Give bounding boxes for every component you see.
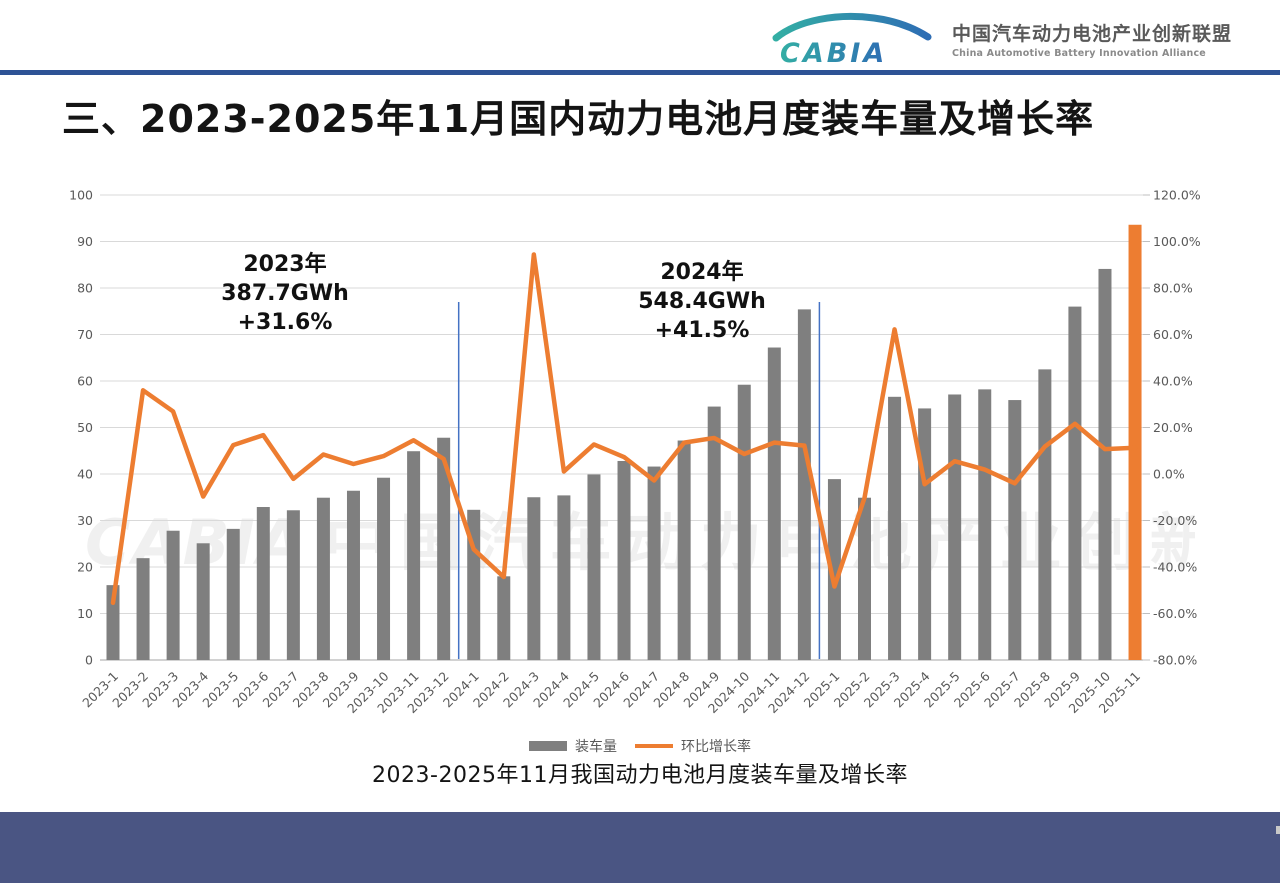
logo-wordmark: CABIA: [780, 38, 887, 68]
bar: [827, 479, 841, 660]
left-axis-tick-label: 20: [77, 560, 93, 575]
bar: [316, 497, 330, 660]
annotation-2023: 2023年 387.7GWh +31.6%: [195, 250, 375, 337]
bar: [437, 437, 451, 660]
brand-text: 中国汽车动力电池产业创新联盟 China Automotive Battery …: [952, 19, 1232, 59]
bar: [1038, 369, 1052, 660]
bar: [497, 576, 511, 660]
legend-bar-label: 装车量: [575, 739, 617, 755]
bar: [407, 451, 421, 660]
annotation-growth: +41.5%: [654, 318, 750, 343]
right-axis-tick-label: -80.0%: [1153, 653, 1197, 668]
bar: [106, 585, 120, 660]
org-name-en: China Automotive Battery Innovation Alli…: [951, 48, 1206, 59]
bar: [647, 466, 661, 660]
bar: [978, 389, 992, 660]
bar: [767, 347, 781, 660]
bar: [527, 497, 541, 660]
legend-line-label: 环比增长率: [681, 739, 751, 755]
annotation-2024: 2024年 548.4GWh +41.5%: [612, 258, 792, 345]
chart-canvas: 0 -80.0% 10 -60.0% 20 -40.0% 30 -20.0% 40 0.0% 50 2…: [69, 188, 1201, 717]
bar: [858, 497, 871, 660]
annotation-growth: +31.6%: [237, 310, 333, 335]
right-axis-tick-label: -40.0%: [1153, 560, 1197, 575]
bar: [196, 543, 210, 660]
right-axis-tick-label: 100.0%: [1153, 234, 1201, 249]
bar: [136, 558, 150, 660]
left-axis-tick-label: 90: [77, 234, 93, 249]
left-axis-tick-label: 10: [77, 606, 93, 621]
annotation-year: 2023年: [243, 252, 327, 277]
right-axis-tick-label: 60.0%: [1153, 327, 1193, 342]
right-axis-tick-label: 120.0%: [1153, 188, 1201, 203]
bar: [677, 440, 691, 660]
page-title: 三、2023-2025年11月国内动力电池月度装车量及增长率: [62, 97, 1095, 141]
logo-swoosh: [772, 12, 932, 42]
header-brand: CABIA 中国汽车动力电池产业创新联盟 China Automotive Ba…: [770, 10, 1232, 68]
legend-line-swatch: [635, 744, 673, 748]
chart-legend: 装车量 环比增长率: [0, 736, 1280, 756]
bar: [737, 384, 751, 660]
header-divider: [0, 70, 1280, 75]
left-axis-tick-label: 80: [77, 281, 93, 296]
left-axis-tick-label: 0: [85, 653, 93, 668]
bar: [797, 309, 811, 660]
bar: [256, 507, 270, 660]
bar: [467, 509, 481, 660]
right-axis-tick-label: 20.0%: [1153, 420, 1193, 435]
cabia-logo-icon: CABIA: [772, 12, 932, 68]
bar: [377, 477, 391, 660]
bar: [286, 510, 300, 660]
bar: [1068, 306, 1082, 660]
bar: [226, 528, 240, 660]
org-name-cn: 中国汽车动力电池产业创新联盟: [951, 23, 1232, 45]
bar: [918, 408, 932, 660]
bar: [557, 495, 571, 660]
legend-bar-swatch: [529, 741, 567, 751]
annotation-total: 387.7GWh: [221, 281, 349, 306]
left-axis-tick-label: 50: [77, 420, 93, 435]
left-axis-tick-label: 100: [69, 188, 93, 203]
right-axis-tick-label: 40.0%: [1153, 374, 1193, 389]
right-axis-tick-label: -60.0%: [1153, 606, 1197, 621]
bar: [617, 460, 631, 660]
left-axis-tick-label: 30: [77, 513, 93, 528]
annotation-year: 2024年: [660, 260, 744, 285]
bar: [1008, 400, 1022, 660]
bar: [707, 406, 721, 660]
bar: [888, 396, 902, 660]
right-axis-tick-label: 80.0%: [1153, 281, 1193, 296]
left-axis-tick-label: 70: [77, 327, 93, 342]
left-axis-tick-label: 60: [77, 374, 93, 389]
left-axis-tick-label: 40: [77, 467, 93, 482]
bar: [1098, 268, 1112, 660]
page-number-clipped: [1276, 826, 1280, 834]
bar: [587, 474, 601, 660]
bar: [346, 490, 360, 660]
growth-line: [110, 252, 1138, 606]
bar: [166, 530, 180, 660]
annotation-total: 548.4GWh: [638, 289, 766, 314]
right-axis-tick-label: -20.0%: [1153, 513, 1197, 528]
bar-highlighted: [1128, 224, 1142, 660]
footer-band: [0, 812, 1280, 883]
right-axis-tick-label: 0.0%: [1153, 467, 1185, 482]
chart-caption: 2023-2025年11月我国动力电池月度装车量及增长率: [372, 763, 908, 788]
bar: [948, 394, 962, 660]
